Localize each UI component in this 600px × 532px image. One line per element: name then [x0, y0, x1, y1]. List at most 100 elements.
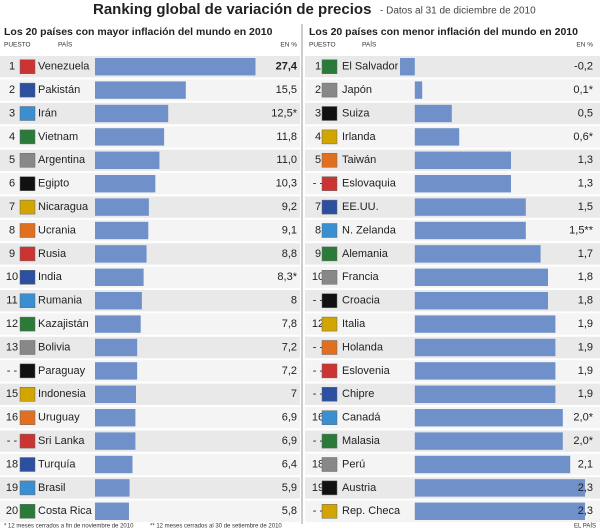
- bar: [414, 198, 526, 216]
- rank: 18: [6, 458, 18, 470]
- row-background: [0, 360, 300, 382]
- flag: [321, 153, 338, 168]
- bar: [414, 362, 556, 380]
- value-label: 6,9: [282, 435, 297, 447]
- rank: 8: [315, 224, 321, 236]
- bar: [95, 221, 149, 240]
- value-label: 1,9: [578, 388, 593, 400]
- flag: [19, 153, 36, 168]
- value-label: 6,4: [282, 458, 297, 470]
- bar: [414, 292, 548, 310]
- flag: [19, 82, 36, 98]
- bar: [95, 362, 138, 380]
- bar: [95, 409, 136, 427]
- bar: [414, 128, 460, 146]
- value-label: 1,5**: [569, 224, 594, 236]
- bar: [414, 479, 585, 497]
- flag: [321, 293, 338, 308]
- bar: [95, 432, 136, 450]
- value-label: 1,3: [578, 178, 593, 190]
- flag: [321, 223, 338, 238]
- panel-title: Los 20 países con menor inflación del mu…: [309, 26, 578, 38]
- value-label: 2,0*: [573, 435, 593, 447]
- rank: 7: [9, 201, 15, 213]
- country: Irán: [38, 107, 57, 119]
- value-label: 15,5: [276, 84, 297, 96]
- flag: [321, 270, 338, 285]
- rank: - -: [313, 365, 324, 377]
- country: El Salvador: [342, 61, 399, 73]
- bar: [414, 104, 452, 123]
- bar: [95, 198, 149, 216]
- bar: [414, 81, 423, 99]
- bar: [95, 292, 142, 310]
- value-label: 7,2: [282, 365, 297, 377]
- value-label: 1,5: [578, 201, 593, 213]
- country: Argentina: [38, 154, 86, 166]
- column-header: EN %: [576, 42, 593, 49]
- flag: [321, 363, 338, 379]
- country: Holanda: [342, 341, 384, 353]
- bar: [414, 175, 511, 193]
- flag: [321, 246, 338, 262]
- country: Brasil: [38, 482, 66, 494]
- value-label: 2,1: [578, 458, 593, 470]
- row-background: [0, 477, 300, 499]
- row-background: [0, 243, 300, 265]
- country: Chipre: [342, 388, 374, 400]
- rank: 9: [9, 248, 15, 260]
- country: Alemania: [342, 248, 389, 260]
- country: N. Zelanda: [342, 224, 397, 236]
- row-background: [0, 266, 300, 288]
- flag: [19, 340, 36, 355]
- value-label: 8,8: [282, 248, 297, 260]
- flag: [321, 199, 338, 215]
- value-label: 8,3*: [277, 271, 297, 283]
- country: Kazajistán: [38, 318, 89, 330]
- flag: [19, 457, 36, 472]
- flag: [19, 129, 36, 145]
- value-label: 2,3: [578, 505, 593, 517]
- country: Bolivia: [38, 341, 71, 353]
- rank: 18: [312, 458, 324, 470]
- flag: [19, 410, 36, 425]
- country: Venezuela: [38, 61, 90, 73]
- country: Indonesia: [38, 388, 87, 400]
- country: Italia: [342, 318, 366, 330]
- bar: [95, 104, 169, 123]
- value-label: 9,1: [282, 224, 297, 236]
- flag: [321, 340, 338, 355]
- flag: [321, 59, 338, 74]
- rank: 3: [9, 107, 15, 119]
- rank: 5: [9, 154, 15, 166]
- value-label: 1,9: [578, 318, 593, 330]
- rank: 1: [315, 61, 321, 73]
- row-background: [0, 219, 300, 242]
- rank: 15: [6, 388, 18, 400]
- rank: - -: [313, 388, 324, 400]
- bar: [414, 455, 571, 474]
- country: Nicaragua: [38, 201, 89, 213]
- country: Japón: [342, 84, 372, 96]
- value-label: 5,9: [282, 482, 297, 494]
- flag: [321, 387, 338, 402]
- flag: [321, 457, 338, 472]
- row-background: [0, 383, 300, 405]
- bar: [95, 385, 136, 403]
- rank: 8: [9, 224, 15, 236]
- row-background: [0, 313, 300, 335]
- rank: - -: [313, 178, 324, 190]
- rank: - -: [313, 295, 324, 307]
- value-label: 7,8: [282, 318, 297, 330]
- rank: 16: [6, 412, 18, 424]
- flag: [19, 106, 36, 121]
- country: Rep. Checa: [342, 505, 401, 517]
- rank: 7: [315, 201, 321, 213]
- row-background: [305, 56, 600, 78]
- value-label: 27,4: [276, 61, 298, 73]
- column-header: PAÍS: [58, 40, 73, 49]
- country: Croacia: [342, 295, 381, 307]
- panel-title: Los 20 países con mayor inflación del mu…: [4, 26, 273, 38]
- bar: [414, 432, 563, 450]
- bar: [414, 385, 556, 403]
